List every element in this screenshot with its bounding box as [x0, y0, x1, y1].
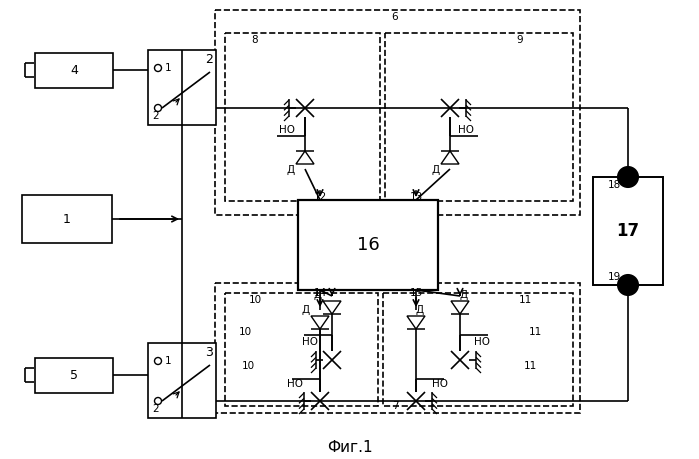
Circle shape [618, 275, 638, 295]
Text: 2: 2 [152, 404, 159, 414]
Text: НО: НО [302, 337, 318, 347]
Text: 7: 7 [391, 401, 398, 411]
Text: 9: 9 [517, 35, 524, 45]
Bar [215, 10, 580, 215]
Circle shape [618, 167, 638, 187]
Bar [35, 53, 113, 88]
Bar [148, 343, 216, 418]
Text: 13: 13 [410, 192, 423, 202]
Text: НО: НО [458, 125, 474, 135]
Text: 6: 6 [391, 12, 398, 22]
Text: Д: Д [416, 305, 424, 315]
Bar [215, 283, 580, 413]
Text: 3: 3 [205, 346, 213, 359]
Text: НО: НО [432, 379, 448, 389]
Text: 11: 11 [524, 361, 537, 371]
Bar [385, 33, 573, 201]
Bar [298, 200, 438, 290]
Text: 1: 1 [165, 356, 172, 366]
Text: Д: Д [432, 165, 440, 175]
Text: 16: 16 [356, 236, 380, 254]
Text: 10: 10 [241, 361, 254, 371]
Text: 4: 4 [70, 63, 78, 77]
Text: 2: 2 [205, 53, 213, 66]
Text: 10: 10 [238, 327, 252, 337]
Text: 1: 1 [165, 63, 172, 73]
Text: 1: 1 [63, 213, 71, 225]
Text: 11: 11 [519, 295, 532, 305]
Text: Д: Д [302, 305, 310, 315]
Text: 2: 2 [152, 111, 159, 121]
Text: 12: 12 [313, 192, 326, 202]
Text: Д: Д [287, 165, 295, 175]
Bar [383, 293, 573, 406]
Bar [35, 358, 113, 393]
Text: Д: Д [460, 290, 468, 300]
Text: 17: 17 [617, 222, 640, 240]
Text: 15: 15 [410, 288, 423, 298]
Text: 18: 18 [607, 180, 621, 190]
Text: НО: НО [279, 125, 295, 135]
Text: 8: 8 [252, 35, 259, 45]
Bar [22, 195, 112, 243]
Text: Фиг.1: Фиг.1 [327, 440, 373, 454]
Bar [593, 177, 663, 285]
Text: НО: НО [287, 379, 303, 389]
Bar [148, 50, 216, 125]
Text: 19: 19 [607, 272, 621, 282]
Text: 14: 14 [313, 288, 326, 298]
Text: 11: 11 [528, 327, 542, 337]
Bar [225, 33, 380, 201]
Text: Д: Д [314, 290, 322, 300]
Text: 5: 5 [70, 369, 78, 381]
Text: НО: НО [474, 337, 490, 347]
Bar [225, 293, 378, 406]
Text: 10: 10 [248, 295, 261, 305]
